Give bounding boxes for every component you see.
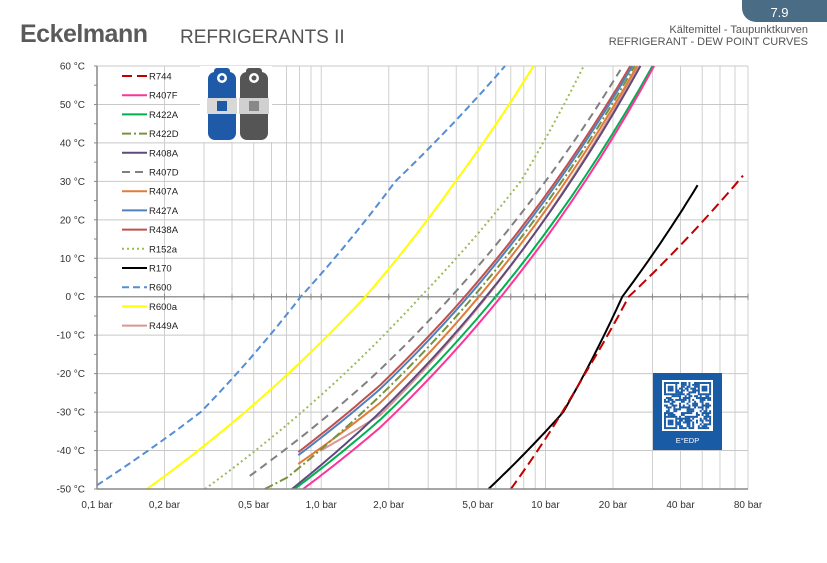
curve-r438a (297, 65, 632, 453)
qr-label: E°EDP (676, 436, 699, 445)
page-number-tab: 7.9 (742, 0, 827, 22)
legend-label-r600a: R600a (149, 302, 178, 313)
legend-label-r422d: R422D (149, 129, 179, 140)
y-tick-label: -30 °C (57, 408, 85, 419)
y-tick-label: 60 °C (60, 62, 85, 73)
curve-r408a (291, 65, 642, 490)
y-tick-label: -40 °C (57, 446, 85, 457)
page-number: 7.9 (770, 5, 789, 20)
y-tick-label: -20 °C (57, 369, 85, 380)
curve-r407a (297, 65, 638, 465)
axes: 60 °C 50 °C 40 °C 30 °C 20 °C 10 °C 0 °C -10 °C… (57, 62, 763, 512)
legend-label-r449a: R449A (149, 321, 179, 332)
subtitle-en: REFRIGERANT - DEW POINT CURVES (608, 36, 808, 48)
qr-code-button[interactable]: E°EDP (653, 373, 722, 450)
x-tick-label: 40 bar (666, 500, 695, 511)
qr-code-icon (664, 382, 712, 430)
curve-r744 (509, 174, 744, 490)
legend-label-r152a: R152a (149, 244, 178, 255)
x-tick-label: 0,1 bar (81, 500, 113, 511)
blue-cylinder-icon (207, 68, 237, 140)
subtitle: Kältemittel - Taupunktkurven REFRIGERANT… (609, 24, 808, 48)
y-tick-label: 50 °C (60, 100, 85, 111)
x-tick-label: 20 bar (599, 500, 628, 511)
legend-label-r408a: R408A (149, 148, 179, 159)
y-tick-label: 10 °C (60, 254, 85, 265)
curve-r600 (96, 65, 506, 487)
legend: R744 R407F R422A R422D R408A R407D R407A R427A R… (122, 72, 179, 332)
y-tick-label: 20 °C (60, 215, 85, 226)
legend-label-r422a: R422A (149, 110, 179, 121)
curve-r600a (146, 65, 535, 490)
legend-label-r438a: R438A (149, 225, 179, 236)
x-tick-label: 2,0 bar (373, 500, 405, 511)
y-tick-label: 30 °C (60, 177, 85, 188)
y-tick-label: 40 °C (60, 138, 85, 149)
x-tick-label: 10 bar (531, 500, 560, 511)
legend-label-r427a: R427A (149, 206, 179, 217)
x-tick-label: 0,2 bar (149, 500, 181, 511)
legend-label-r407f: R407F (149, 91, 178, 102)
curve-r422d (264, 65, 636, 490)
curve-r422a (293, 65, 654, 490)
subtitle-de: Kältemittel - Taupunktkurven (669, 24, 808, 36)
x-tick-label: 1,0 bar (306, 500, 338, 511)
y-tick-label: -10 °C (57, 331, 85, 342)
legend-label-r407a: R407A (149, 187, 179, 198)
legend-label-r407d: R407D (149, 168, 179, 179)
curve-r152a (204, 65, 585, 490)
curves (96, 65, 744, 490)
grid (96, 65, 749, 490)
gray-cylinder-icon (239, 68, 269, 140)
legend-label-r744: R744 (149, 72, 172, 83)
gas-cylinders-image (200, 66, 272, 142)
curve-r407f (302, 65, 655, 490)
y-tick-label: -50 °C (57, 485, 85, 496)
legend-label-r600: R600 (149, 283, 172, 294)
x-tick-label: 0,5 bar (238, 500, 270, 511)
page-title: REFRIGERANTS II (180, 27, 345, 48)
x-tick-label: 5,0 bar (462, 500, 494, 511)
eckelmann-logo: Eckelmann (20, 20, 148, 48)
curve-r427a (297, 65, 634, 456)
curve-r407d (249, 69, 622, 477)
curve-r170 (487, 184, 699, 490)
x-tick-label: 80 bar (734, 500, 763, 511)
y-tick-label: 0 °C (65, 292, 85, 303)
legend-label-r170: R170 (149, 264, 172, 275)
